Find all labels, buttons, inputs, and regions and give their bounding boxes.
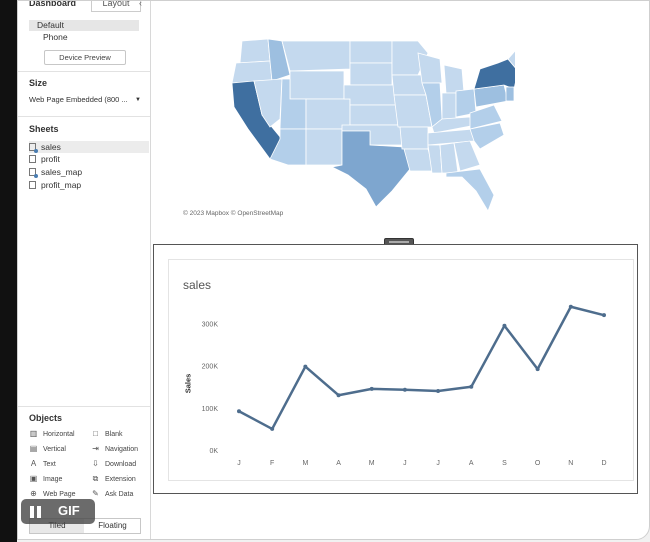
data-point[interactable]	[402, 387, 407, 392]
device-phone[interactable]: Phone	[43, 32, 68, 42]
map-state-georgia	[453, 140, 481, 172]
y-tick-label: 0K	[209, 448, 218, 455]
objects-divider	[18, 406, 150, 407]
x-tick-label: F	[270, 460, 274, 467]
data-point[interactable]	[535, 367, 540, 372]
tab-dashboard[interactable]: Dashboard	[29, 0, 77, 8]
dashboard-sidebar: Dashboard Layout ‹ Default Phone Device …	[18, 1, 151, 539]
image-icon: ▣	[29, 474, 38, 483]
x-tick-label: D	[601, 460, 606, 467]
horizontal-container-icon: ▥	[29, 429, 38, 438]
data-point[interactable]	[237, 409, 241, 414]
map-attribution[interactable]: © 2023 Mapbox © OpenStreetMap	[183, 210, 284, 217]
x-tick-label: J	[436, 460, 440, 467]
data-point[interactable]	[602, 313, 606, 318]
map-state-florida	[445, 168, 495, 212]
pause-icon[interactable]	[30, 506, 41, 518]
globe-icon: ⊕	[30, 489, 37, 498]
object-web-page[interactable]: ⊕ Web Page	[30, 489, 76, 498]
object-horizontal[interactable]: ▥ Horizontal	[29, 429, 75, 438]
data-point[interactable]	[436, 389, 441, 394]
blank-icon: □	[93, 429, 98, 438]
map-state-new-york	[473, 58, 515, 90]
text-icon: A	[30, 459, 37, 468]
gif-player-overlay[interactable]: GIF	[21, 499, 95, 524]
worksheet-icon	[29, 155, 36, 163]
floating-button[interactable]: Floating	[98, 521, 127, 530]
x-tick-label: S	[502, 460, 507, 467]
size-heading: Size	[29, 78, 48, 88]
map-state-nevada	[253, 78, 283, 128]
sidebar-tabs: Dashboard Layout ‹	[18, 1, 150, 13]
data-point[interactable]	[336, 393, 341, 398]
y-tick-label: 300K	[202, 322, 219, 329]
navigation-icon: ⇥	[92, 444, 99, 453]
sheet-profit[interactable]: profit	[29, 153, 149, 165]
object-vertical[interactable]: ▤ Vertical	[29, 444, 66, 453]
worksheet-icon	[29, 143, 38, 153]
chart-title: sales	[183, 278, 212, 292]
data-point[interactable]	[303, 364, 308, 369]
map-state-virginia	[469, 104, 503, 130]
x-tick-label: J	[403, 460, 407, 467]
x-tick-label: M	[302, 460, 308, 467]
sales-map[interactable]	[170, 19, 515, 215]
map-state-wisconsin	[417, 52, 443, 84]
object-ask-data[interactable]: ✎ Ask Data	[92, 489, 134, 498]
device-default[interactable]: Default	[29, 20, 139, 31]
data-point[interactable]	[568, 304, 573, 309]
map-state-carolinas	[469, 122, 505, 150]
x-tick-label: N	[568, 460, 573, 467]
map-state-texas	[330, 130, 411, 208]
object-download[interactable]: ⇩ Download	[92, 459, 137, 468]
object-extension[interactable]: ⧉ Extension	[92, 474, 136, 483]
device-section: Default Phone Device Preview	[18, 13, 150, 72]
y-tick-label: 100K	[202, 406, 219, 413]
vertical-container-icon: ▤	[29, 444, 38, 453]
object-blank[interactable]: □ Blank	[91, 429, 122, 439]
y-tick-label: 200K	[202, 364, 219, 371]
worksheet-icon	[29, 181, 36, 189]
data-point[interactable]	[270, 426, 275, 431]
selected-sheet-frame[interactable]	[153, 244, 638, 494]
tableau-dashboard-window: Dashboard Layout ‹ Default Phone Device …	[17, 0, 650, 540]
data-point[interactable]	[502, 323, 507, 328]
map-state-new-england	[507, 50, 515, 69]
size-section: Size	[18, 71, 150, 117]
object-navigation[interactable]: ⇥ Navigation	[92, 444, 139, 453]
ask-data-icon: ✎	[92, 489, 99, 498]
size-dropdown-value: Web Page Embedded (800 ...	[29, 95, 128, 104]
x-tick-label: A	[336, 460, 341, 467]
gif-label: GIF	[58, 503, 80, 518]
chart-area	[168, 259, 634, 481]
x-tick-label: O	[535, 460, 541, 467]
collapse-chevron-icon[interactable]: ‹	[139, 0, 142, 8]
sheet-profit-map[interactable]: profit_map	[29, 179, 149, 191]
x-tick-label: J	[237, 460, 241, 467]
device-preview-button[interactable]: Device Preview	[44, 50, 126, 65]
data-point[interactable]	[369, 386, 374, 391]
size-dropdown[interactable]: Web Page Embedded (800 ... ▼	[29, 94, 141, 106]
sheet-sales-map[interactable]: sales_map	[29, 166, 149, 178]
data-point[interactable]	[469, 384, 474, 389]
sales-line-chart[interactable]: 0K 100K 200K 300K J F M A M J J A S O N D	[18, 1, 649, 539]
object-text[interactable]: A Text	[30, 459, 56, 468]
objects-heading: Objects	[29, 413, 63, 423]
map-state-new-jersey	[505, 86, 515, 102]
x-tick-label: M	[369, 460, 375, 467]
sales-series-line[interactable]	[238, 305, 605, 431]
x-tick-label: A	[469, 460, 474, 467]
window-edge	[0, 0, 17, 542]
map-state-idaho	[267, 38, 291, 82]
download-icon: ⇩	[92, 459, 99, 468]
object-image[interactable]: ▣ Image	[29, 474, 63, 483]
tab-layout[interactable]: Layout	[91, 1, 141, 12]
sheet-sales[interactable]: sales	[29, 141, 149, 153]
worksheet-icon	[29, 168, 38, 178]
sheets-heading: Sheets	[29, 124, 59, 134]
chevron-down-icon: ▼	[135, 97, 141, 103]
extension-icon: ⧉	[92, 474, 99, 483]
